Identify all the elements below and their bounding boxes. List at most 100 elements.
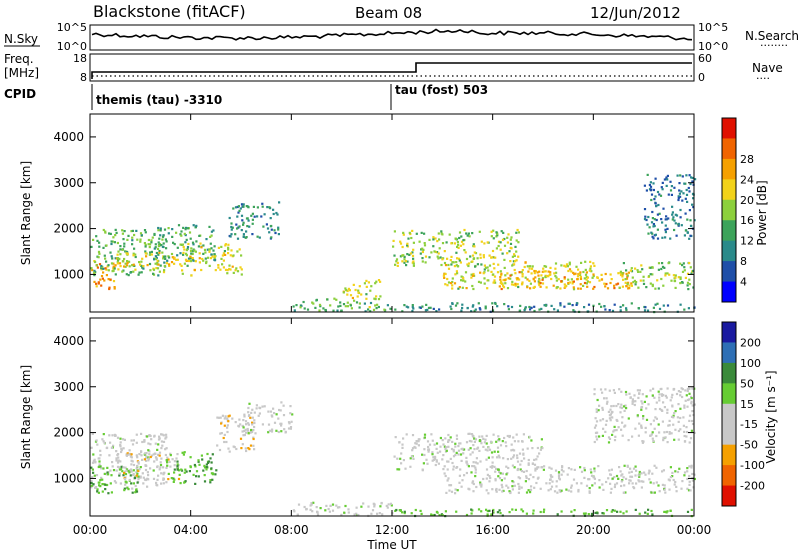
vel-scatter-cell [608, 417, 611, 420]
power-scatter-cell [642, 275, 645, 278]
power-scatter-cell [541, 277, 544, 280]
power-scatter-cell [158, 249, 161, 253]
power-scatter-cell [237, 211, 240, 214]
vel-scatter-cell [136, 456, 139, 459]
power-scatter-cell [509, 274, 512, 277]
vel-scatter-cell [242, 419, 245, 422]
vel-scatter-cell [685, 426, 688, 429]
vel-scatter-cell [385, 504, 388, 507]
power-scatter-cell [572, 271, 575, 274]
power-scatter-cell [430, 251, 433, 254]
vel-scatter-cell [609, 419, 612, 422]
power-scatter-cell [547, 270, 550, 273]
power-scatter-cell [130, 271, 133, 274]
vel-scatter-cell [282, 404, 285, 407]
vel-scatter-cell [422, 462, 425, 465]
power-scatter-cell [680, 224, 683, 227]
vel-scatter-cell [543, 465, 546, 468]
vel-scatter-cell [580, 482, 583, 485]
vel-scatter-cell [619, 411, 622, 414]
vel-scatter-cell [615, 482, 619, 485]
vel-scatter-cell [145, 455, 148, 458]
power-scatter-cell [377, 305, 380, 309]
power-scatter-cell [674, 213, 677, 216]
vel-scatter-cell [486, 449, 489, 452]
power-scatter-cell [140, 264, 143, 267]
power-scatter-cell [493, 267, 496, 270]
power-scatter-cell [494, 256, 497, 259]
power-scatter-cell [504, 274, 507, 277]
power-scatter-cell [376, 303, 379, 306]
power-scatter-cell [152, 272, 155, 275]
vel-scatter-cell [679, 428, 682, 431]
power-scatter-cell [315, 298, 318, 301]
vel-scatter-cell [652, 387, 655, 390]
power-scatter-cell [133, 247, 136, 250]
power-scatter-cell [474, 308, 477, 311]
power-scatter-cell [687, 186, 690, 190]
vel-scatter-cell [446, 479, 449, 482]
power-scatter-cell [670, 279, 673, 282]
vel-scatter-cell [640, 405, 644, 409]
power-scatter-cell [95, 282, 98, 285]
vel-scatter-cell [173, 460, 176, 463]
power-scatter-cell [585, 282, 588, 285]
power-scatter-cell [679, 277, 682, 280]
power-scatter-cell [684, 229, 687, 232]
power-scatter-cell [593, 264, 596, 267]
power-scatter-cell [655, 218, 658, 222]
power-scatter-cell [420, 231, 423, 234]
vel-scatter-cell [651, 431, 654, 434]
power-scatter-cell [213, 253, 216, 256]
power-scatter-cell [198, 234, 201, 237]
power-scatter-cell [604, 308, 607, 311]
power-scatter-cell [503, 237, 506, 241]
vel-scatter-cell [445, 491, 448, 494]
power-scatter-cell [510, 283, 514, 286]
power-scatter-cell [661, 236, 664, 239]
vel-scatter-cell [114, 481, 118, 484]
vel-scatter-cell [447, 460, 450, 463]
power-scatter-cell [421, 247, 424, 250]
vel-scatter-cell [447, 477, 450, 480]
vel-scatter-cell [673, 438, 676, 441]
vel-scatter-cell [640, 472, 643, 475]
power-scatter-cell [102, 228, 105, 232]
power-scatter-cell [688, 237, 691, 240]
vel-scatter-cell [220, 422, 223, 425]
vel-scatter-cell [575, 482, 578, 485]
vel-scatter-cell [674, 480, 677, 484]
power-scatter-cell [234, 233, 237, 236]
power-scatter-cell [457, 287, 460, 290]
vel-scatter-cell [517, 476, 520, 479]
vel-scatter-cell [588, 487, 591, 490]
vel-scatter-cell [550, 467, 553, 470]
vel-scatter-cell [665, 430, 668, 434]
vel-scatter-cell [445, 449, 448, 452]
power-scatter-cell [312, 302, 315, 305]
vel-scatter-cell [511, 480, 514, 483]
power-scatter-cell [559, 287, 562, 290]
power-scatter-cell [93, 274, 96, 277]
power-scatter-cell [514, 260, 517, 263]
vel-scatter-cell [423, 436, 426, 439]
power-scatter-cell [686, 272, 690, 275]
vel-scatter-cell [472, 461, 475, 464]
vel-scatter-cell [143, 439, 146, 442]
power-scatter-cell [568, 263, 571, 266]
power-scatter-cell [675, 214, 679, 217]
vel-scatter-cell [485, 458, 488, 461]
vel-scatter-cell [95, 474, 99, 477]
vel-colorbar-swatch [722, 424, 736, 446]
vel-scatter-cell [684, 399, 687, 402]
vel-scatter-cell [107, 492, 110, 495]
power-scatter-cell [518, 271, 521, 274]
power-scatter-cell [483, 282, 486, 285]
vel-scatter-cell [690, 508, 693, 511]
vel-scatter-cell [634, 474, 637, 477]
power-scatter-cell [514, 284, 517, 287]
vel-scatter-cell [549, 474, 552, 477]
power-scatter-cell [538, 308, 541, 311]
power-scatter-cell [652, 223, 655, 226]
power-scatter-cell [496, 232, 499, 235]
